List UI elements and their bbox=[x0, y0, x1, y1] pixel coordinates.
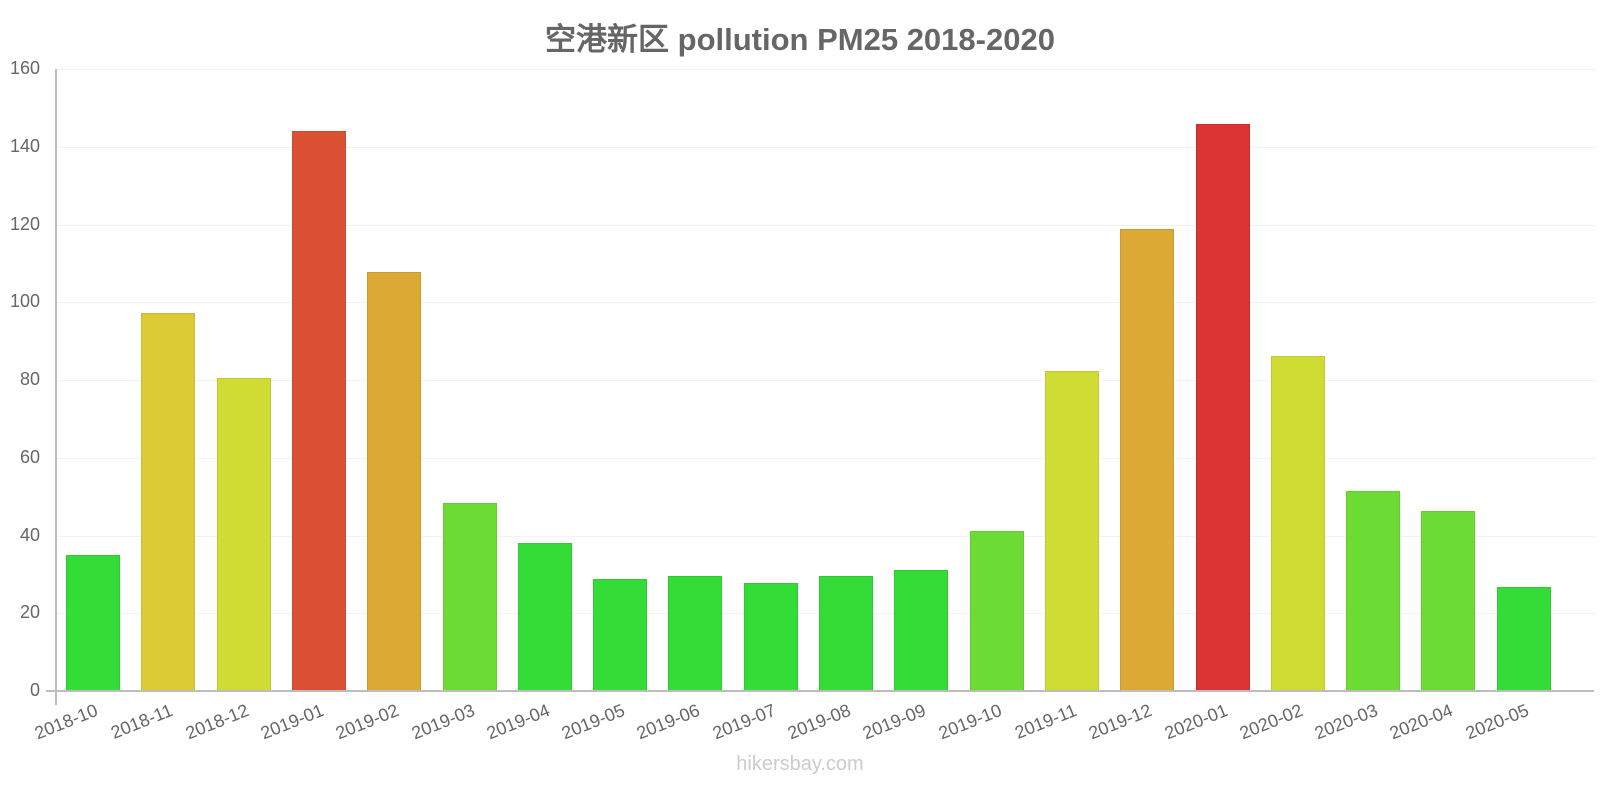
bar-2019-09[interactable] bbox=[894, 570, 949, 691]
y-tick-label: 160 bbox=[9, 58, 40, 78]
x-tick-label: 2019-02 bbox=[332, 700, 402, 744]
bar-2020-03[interactable] bbox=[1346, 491, 1401, 691]
x-tick-label: 2019-06 bbox=[634, 700, 703, 744]
y-tick-label: 0 bbox=[29, 680, 40, 700]
plot-area bbox=[56, 69, 1600, 691]
bar-2018-10[interactable] bbox=[66, 554, 120, 691]
bar-2018-11[interactable] bbox=[141, 313, 196, 691]
bar-2019-03[interactable] bbox=[442, 502, 497, 691]
x-tick-label: 2020-03 bbox=[1311, 700, 1381, 744]
y-tick-label: 100 bbox=[9, 291, 40, 312]
x-tick-label: 2019-05 bbox=[558, 700, 628, 744]
x-tick-label: 2018-12 bbox=[182, 700, 252, 744]
y-tick-label: 60 bbox=[19, 446, 40, 467]
x-tick-label: 2019-01 bbox=[257, 700, 327, 744]
bar-2019-05[interactable] bbox=[593, 579, 648, 691]
watermark: hikersbay.com bbox=[736, 753, 864, 775]
gridline bbox=[56, 457, 1596, 459]
y-tick-label: 40 bbox=[19, 524, 40, 545]
x-tick-label: 2020-02 bbox=[1236, 700, 1306, 744]
x-tick-label: 2019-07 bbox=[709, 700, 779, 744]
y-tick-label: 140 bbox=[9, 135, 40, 156]
bar-2019-04[interactable] bbox=[517, 542, 572, 691]
y-axis-line bbox=[55, 69, 57, 705]
bar-2019-02[interactable] bbox=[367, 271, 422, 691]
x-tick-label: 2019-12 bbox=[1085, 700, 1155, 744]
x-tick-label: 2019-03 bbox=[408, 700, 477, 744]
x-tick-label: 2020-04 bbox=[1387, 700, 1456, 744]
bar-2019-11[interactable] bbox=[1044, 371, 1099, 691]
gridline bbox=[56, 380, 1596, 381]
x-tick-label: 2019-10 bbox=[935, 700, 1005, 744]
x-tick-label: 2020-01 bbox=[1161, 700, 1230, 744]
bar-2020-04[interactable] bbox=[1421, 511, 1476, 691]
bar-2019-10[interactable] bbox=[969, 530, 1024, 691]
gridline bbox=[56, 535, 1596, 537]
x-tick-label: 2018-10 bbox=[31, 700, 101, 744]
y-tick-label: 120 bbox=[9, 213, 40, 234]
bar-2019-06[interactable] bbox=[668, 575, 723, 691]
bar-2020-01[interactable] bbox=[1195, 123, 1250, 691]
x-tick-label: 2019-04 bbox=[483, 700, 553, 744]
bar-2019-12[interactable] bbox=[1120, 229, 1175, 691]
bar-2018-12[interactable] bbox=[216, 378, 271, 691]
gridline bbox=[56, 146, 1596, 148]
x-tick-label: 2018-11 bbox=[108, 700, 176, 743]
bar-2019-08[interactable] bbox=[819, 575, 873, 691]
chart-title: 空港新区 pollution PM25 2018-2020 bbox=[545, 22, 1055, 57]
x-tick-label: 2019-11 bbox=[1011, 700, 1080, 743]
gridline bbox=[56, 302, 1596, 304]
bar-2020-02[interactable] bbox=[1270, 355, 1325, 691]
bar-2019-01[interactable] bbox=[291, 130, 346, 691]
y-tick-label: 80 bbox=[19, 369, 40, 389]
x-tick-label: 2019-08 bbox=[784, 700, 854, 744]
y-tick-label: 20 bbox=[19, 602, 40, 623]
x-tick-label: 2019-09 bbox=[860, 700, 929, 744]
gridline bbox=[56, 224, 1596, 226]
bar-2020-05[interactable] bbox=[1496, 586, 1551, 691]
x-tick-label: 2020-05 bbox=[1462, 700, 1532, 744]
x-axis-line bbox=[46, 690, 1594, 692]
bar-2019-07[interactable] bbox=[743, 582, 798, 691]
gridline bbox=[56, 69, 1596, 70]
